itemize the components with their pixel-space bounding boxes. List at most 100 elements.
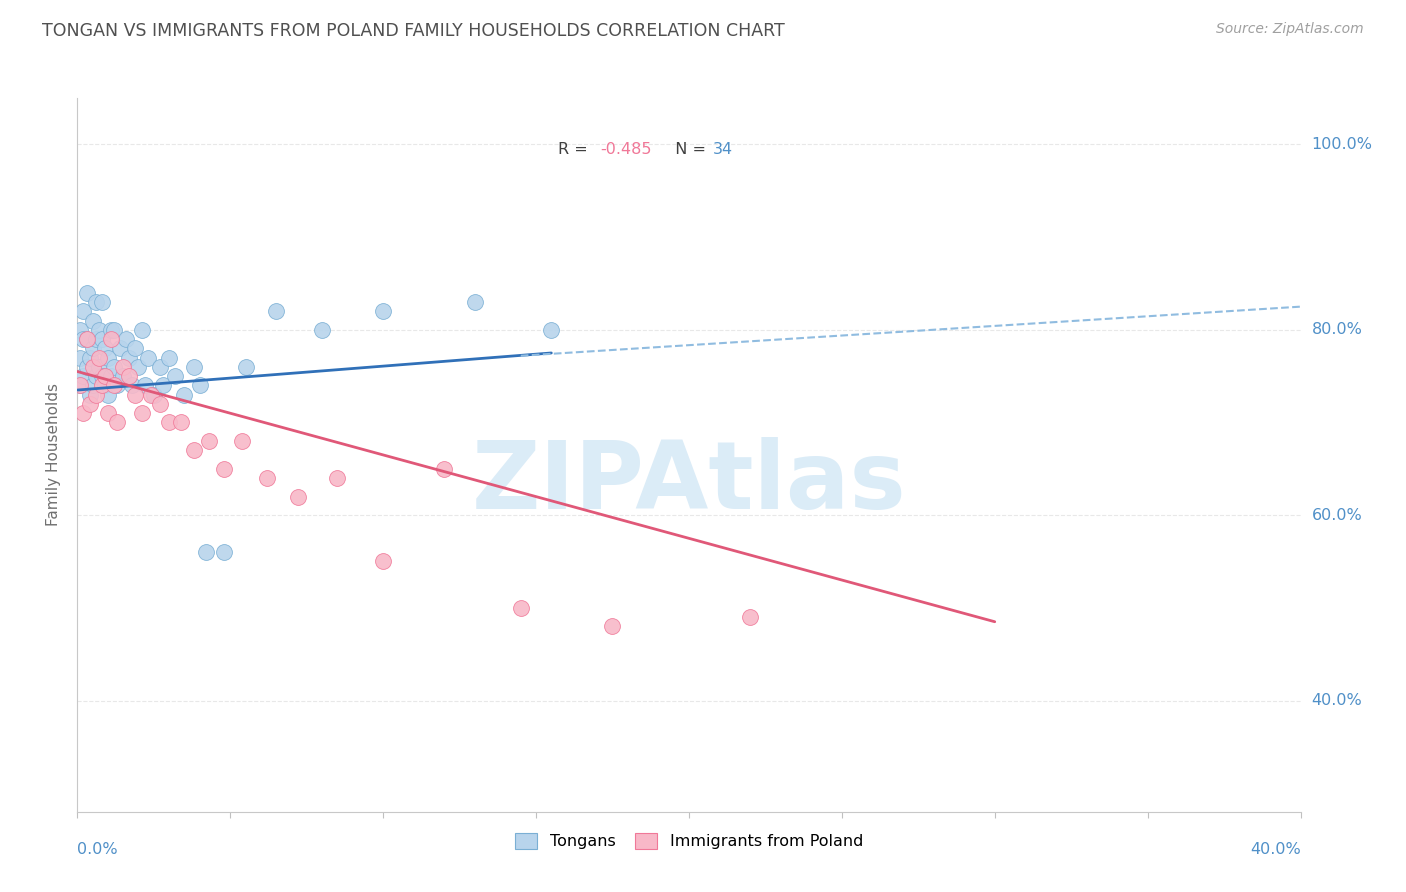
Text: R =: R = [558, 142, 592, 157]
Point [76, 285, 98, 300]
Point [69, 378, 91, 392]
Point [69, 351, 91, 365]
Point [131, 323, 153, 337]
Point [136, 351, 159, 365]
Point [72, 406, 94, 420]
Point [97, 406, 120, 420]
Point [79, 397, 101, 411]
Point [97, 387, 120, 401]
Point [371, 554, 394, 568]
Point [90, 332, 112, 346]
Point [103, 378, 125, 392]
Point [287, 490, 309, 504]
Point [76, 332, 98, 346]
Point [183, 359, 205, 374]
Text: -0.485: -0.485 [600, 142, 651, 157]
Point [79, 387, 101, 401]
Point [212, 462, 235, 476]
Point [72, 369, 94, 384]
Text: 40.0%: 40.0% [1250, 842, 1301, 857]
Point [100, 323, 122, 337]
Text: ZIPAtlas: ZIPAtlas [471, 437, 907, 530]
Point [124, 342, 146, 356]
Point [82, 359, 104, 374]
Text: 60.0%: 60.0% [1312, 508, 1362, 523]
Point [82, 313, 104, 327]
Point [134, 378, 156, 392]
Text: N =: N = [665, 142, 710, 157]
Point [194, 545, 217, 559]
Point [509, 600, 531, 615]
Point [165, 369, 187, 384]
Legend: Tongans, Immigrants from Poland: Tongans, Immigrants from Poland [506, 825, 872, 857]
Point [72, 304, 94, 318]
Point [87, 351, 110, 365]
Point [183, 443, 205, 458]
Point [938, 860, 960, 874]
Text: 0.0%: 0.0% [77, 842, 118, 857]
Point [464, 295, 486, 310]
Point [540, 323, 562, 337]
Point [76, 332, 98, 346]
Point [173, 387, 195, 401]
Point [371, 304, 394, 318]
Point [94, 369, 117, 384]
Point [105, 378, 128, 392]
Point [94, 342, 117, 356]
Point [82, 342, 104, 356]
Point [264, 304, 287, 318]
Point [188, 378, 211, 392]
Point [142, 387, 165, 401]
Point [84, 295, 107, 310]
Point [326, 471, 349, 485]
Text: 34: 34 [713, 142, 733, 157]
Point [118, 351, 141, 365]
Text: 40.0%: 40.0% [1312, 693, 1362, 708]
Point [121, 378, 143, 392]
Point [118, 369, 141, 384]
Point [87, 323, 110, 337]
Point [127, 359, 149, 374]
Point [97, 351, 120, 365]
Point [112, 359, 135, 374]
Point [105, 416, 128, 430]
Y-axis label: Family Households: Family Households [46, 384, 62, 526]
Point [256, 471, 278, 485]
Point [112, 369, 135, 384]
Point [108, 342, 131, 356]
Text: TONGAN VS IMMIGRANTS FROM POLAND FAMILY HOUSEHOLDS CORRELATION CHART: TONGAN VS IMMIGRANTS FROM POLAND FAMILY … [42, 22, 785, 40]
Point [231, 434, 253, 448]
Text: Source: ZipAtlas.com: Source: ZipAtlas.com [1216, 22, 1364, 37]
Point [115, 332, 138, 346]
Point [94, 378, 117, 392]
Point [90, 369, 112, 384]
Point [103, 323, 125, 337]
Point [602, 619, 624, 633]
Point [87, 359, 110, 374]
Point [157, 416, 180, 430]
Point [79, 351, 101, 365]
Point [69, 323, 91, 337]
Point [149, 397, 172, 411]
Point [82, 378, 104, 392]
Point [72, 332, 94, 346]
Point [212, 545, 235, 559]
Point [84, 332, 107, 346]
Text: 80.0%: 80.0% [1312, 322, 1362, 337]
Point [170, 416, 193, 430]
Point [149, 359, 172, 374]
Point [131, 406, 153, 420]
Point [235, 359, 257, 374]
Point [433, 462, 456, 476]
Point [139, 387, 162, 401]
Point [103, 359, 125, 374]
Point [76, 359, 98, 374]
Point [311, 323, 333, 337]
Point [124, 387, 146, 401]
Point [157, 351, 180, 365]
Point [100, 369, 122, 384]
Point [84, 369, 107, 384]
Point [90, 378, 112, 392]
Point [90, 295, 112, 310]
Point [100, 332, 122, 346]
